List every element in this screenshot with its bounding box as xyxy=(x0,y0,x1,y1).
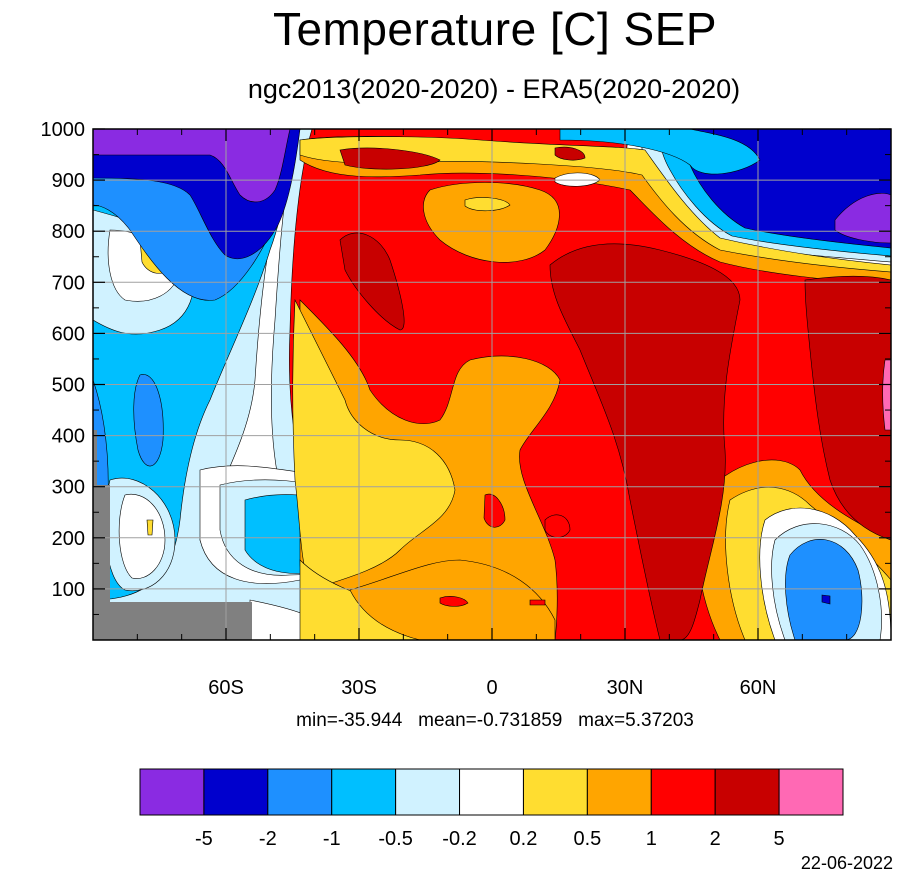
y-tick-label: 200 xyxy=(52,528,85,550)
field-purple-north xyxy=(834,192,891,244)
colorbar-swatch xyxy=(395,768,461,816)
colorbar-swatch xyxy=(650,768,716,816)
x-tick-label: 60N xyxy=(740,677,777,699)
colorbar-label: 0.5 xyxy=(573,828,601,850)
summary-stats: min=-35.944 mean=-0.731859 max=5.37203 xyxy=(296,710,694,731)
colorbar-label: -0.2 xyxy=(442,828,476,850)
colorbar-label: 1 xyxy=(646,828,657,850)
x-axis: 60S 30S 0 30N 60N xyxy=(136,129,848,699)
y-tick-label: 300 xyxy=(52,477,85,499)
colorbar-label: -5 xyxy=(195,828,213,850)
chart-title: Temperature [C] SEP xyxy=(272,3,718,55)
y-tick-label: 700 xyxy=(52,272,85,294)
colorbar-label: -0.5 xyxy=(378,828,412,850)
chart-subtitle: ngc2013(2020-2020) - ERA5(2020-2020) xyxy=(247,74,741,104)
x-tick-label: 30N xyxy=(607,677,644,699)
colorbar-swatch xyxy=(586,768,652,816)
colorbar: -5 -2 -1 -0.5 -0.2 0.2 0.5 1 2 5 xyxy=(139,768,844,850)
colorbar-swatch xyxy=(459,768,524,816)
colorbar-label: 0.2 xyxy=(510,828,538,850)
colorbar-label: 5 xyxy=(774,828,785,850)
y-tick-label: 1000 xyxy=(41,119,86,141)
y-tick-label: 800 xyxy=(52,221,85,243)
y-tick-label: 400 xyxy=(52,426,85,448)
y-tick-label: 100 xyxy=(52,579,85,601)
colorbar-swatch xyxy=(203,768,269,816)
grid-lines xyxy=(93,129,891,640)
colorbar-swatch xyxy=(139,768,205,816)
colorbar-label: -1 xyxy=(323,828,341,850)
y-tick-label: 600 xyxy=(52,323,85,345)
date-stamp: 22-06-2022 xyxy=(800,853,893,873)
x-tick-label: 0 xyxy=(486,677,497,699)
y-tick-label: 500 xyxy=(52,375,85,397)
colorbar-label: 2 xyxy=(710,828,721,850)
x-tick-label: 60S xyxy=(208,677,244,699)
y-tick-label: 900 xyxy=(52,170,85,192)
y-axis: 100 200 300 400 500 600 700 800 900 1000 xyxy=(41,119,891,615)
field-purple-south xyxy=(93,129,291,203)
colorbar-swatch xyxy=(267,768,333,816)
colorbar-swatch xyxy=(778,768,844,816)
colorbar-label: -2 xyxy=(259,828,277,850)
colorbar-swatch xyxy=(522,768,588,816)
field-missing xyxy=(93,430,252,640)
x-tick-label: 30S xyxy=(341,677,377,699)
colorbar-swatch xyxy=(714,768,780,816)
colorbar-swatch xyxy=(331,768,397,816)
